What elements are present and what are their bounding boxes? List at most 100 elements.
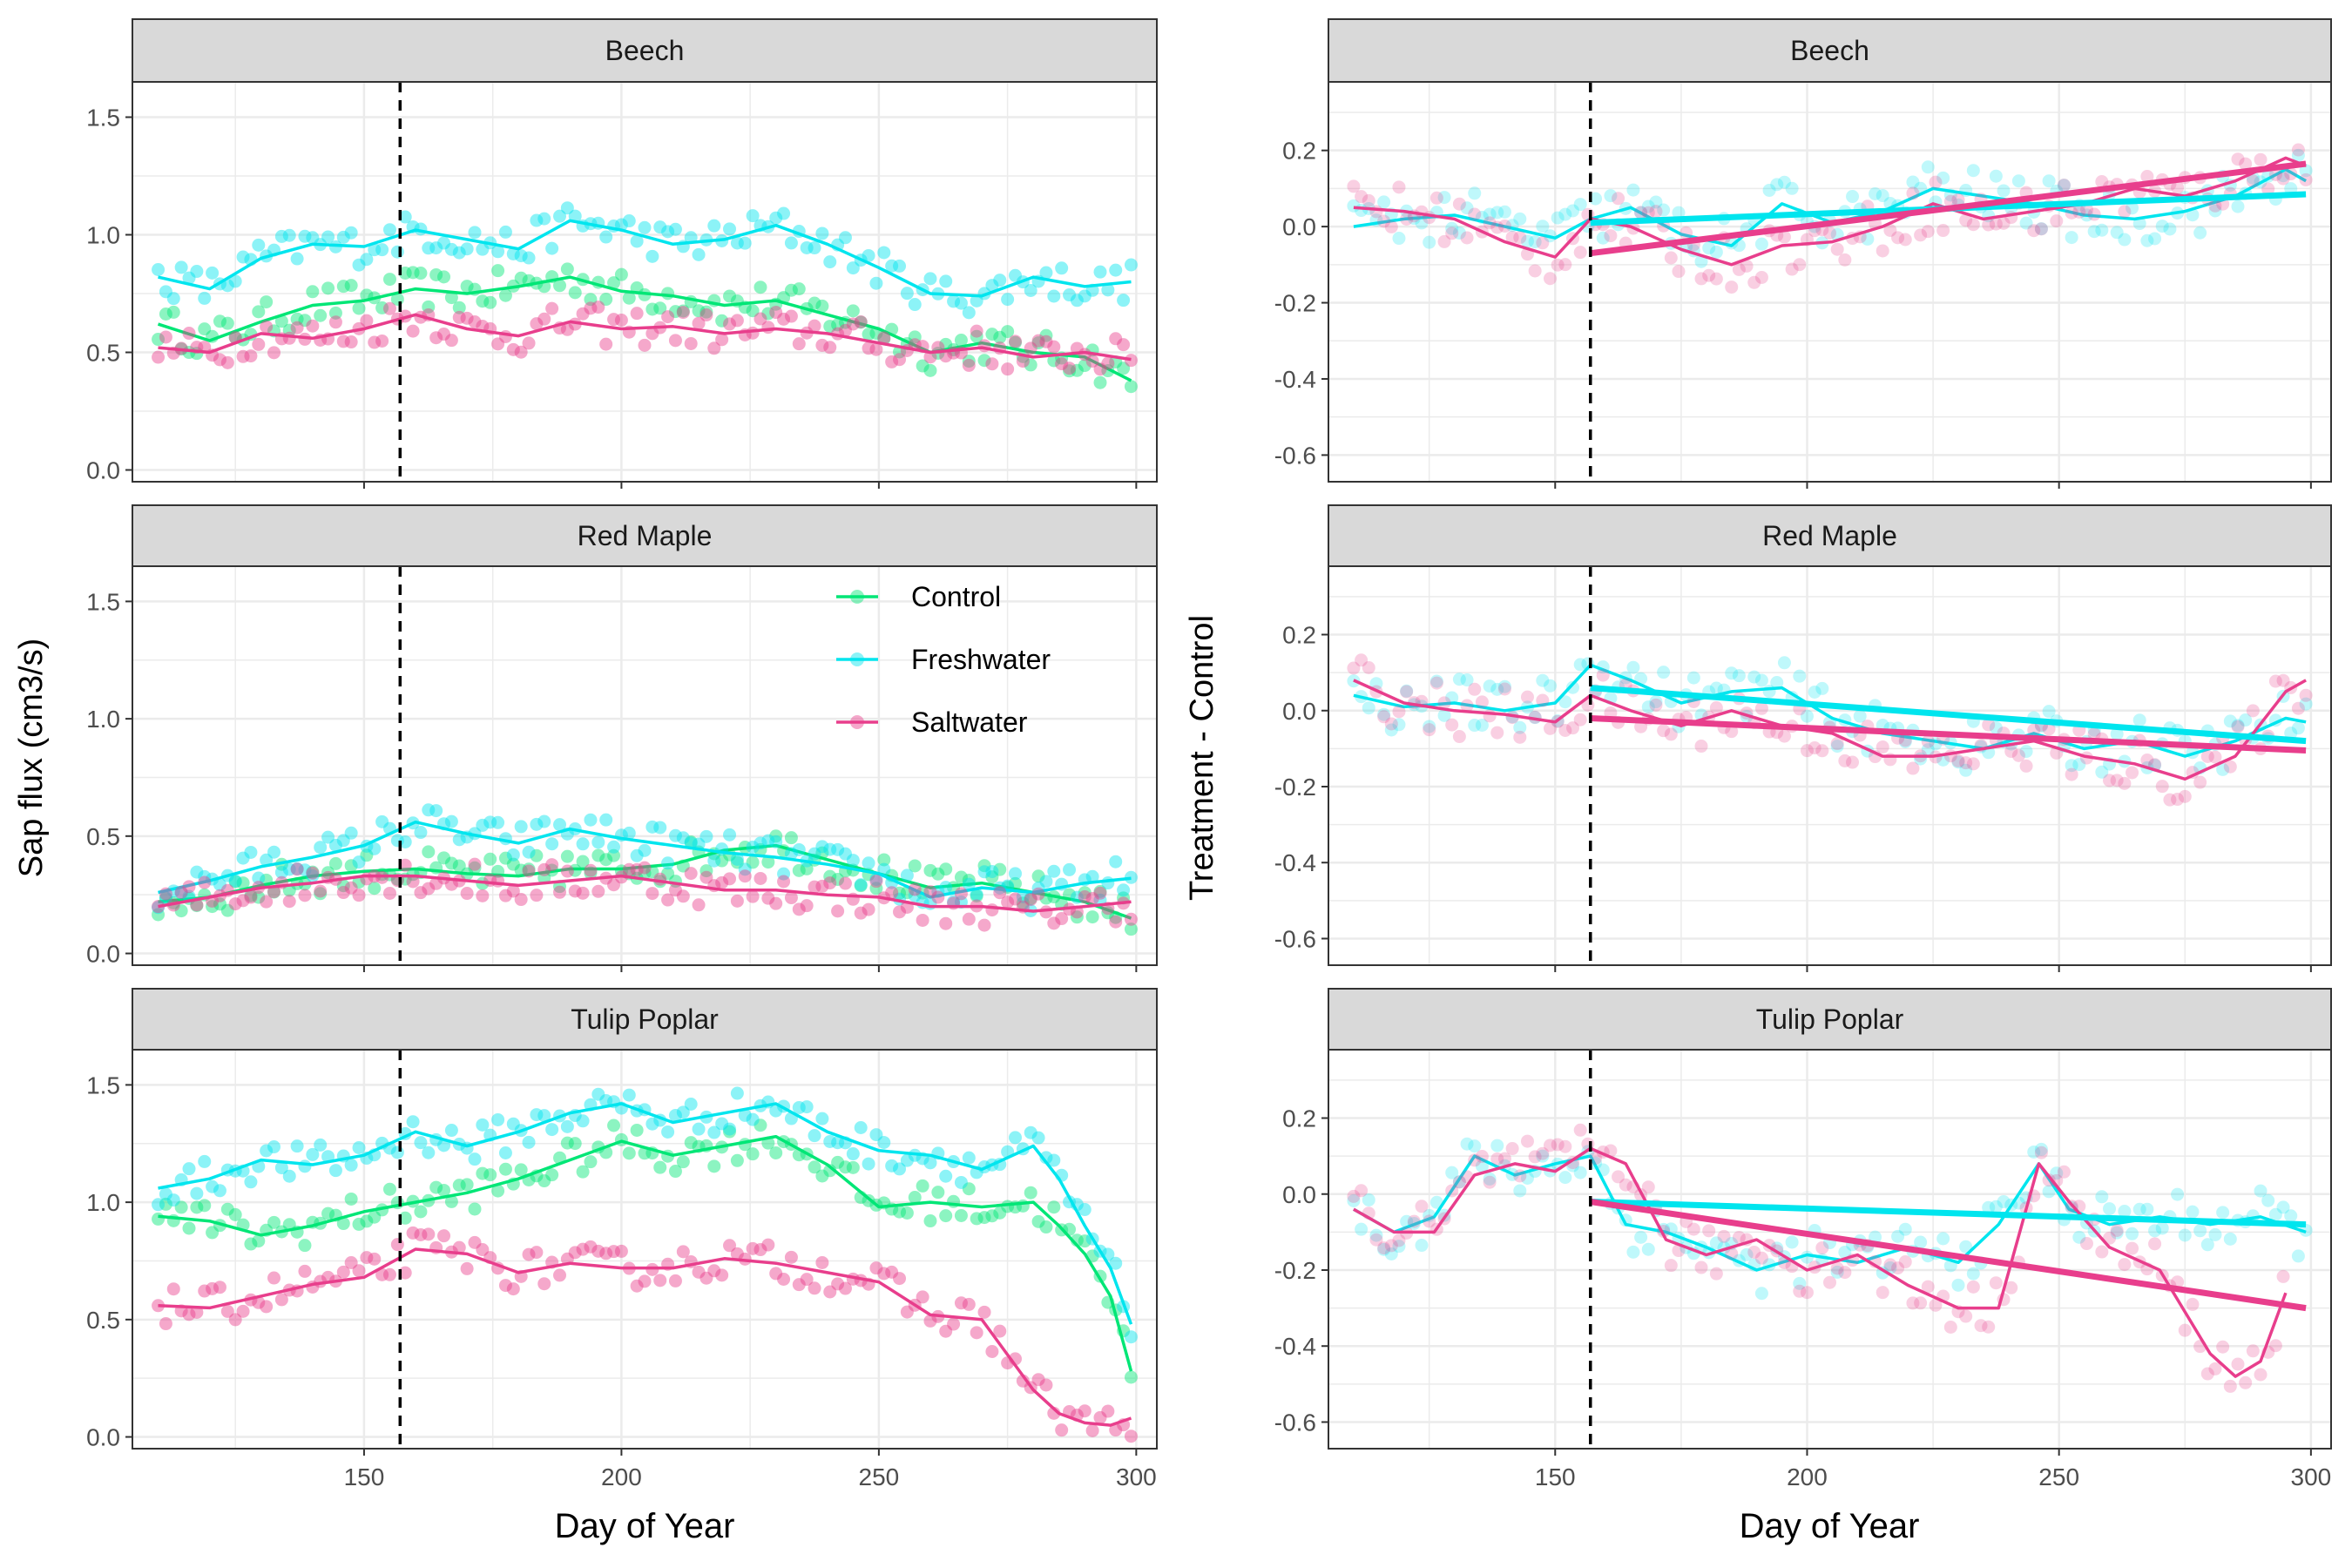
data-point-saltwater — [607, 1245, 621, 1259]
data-point-freshwater — [599, 1094, 613, 1108]
data-point-saltwater — [1347, 179, 1361, 193]
data-point-freshwater — [1604, 189, 1618, 203]
data-point-freshwater — [730, 236, 744, 250]
data-point-freshwater — [962, 877, 976, 891]
data-point-control — [931, 867, 945, 881]
data-point-saltwater — [1929, 175, 1943, 189]
data-point-saltwater — [754, 312, 767, 326]
data-point-control — [700, 305, 713, 319]
data-point-saltwater — [1754, 1251, 1768, 1265]
data-point-saltwater — [591, 1244, 605, 1258]
facet-strip — [1328, 988, 2332, 1051]
data-point-saltwater — [1551, 1138, 1565, 1152]
data-point-saltwater — [1612, 192, 1625, 206]
data-point-control — [962, 355, 976, 368]
data-point-saltwater — [491, 874, 505, 888]
data-point-freshwater — [190, 865, 204, 879]
data-point-freshwater — [352, 1141, 366, 1155]
data-point-saltwater — [1078, 1404, 1092, 1418]
data-point-saltwater — [808, 1281, 821, 1295]
data-point-saltwater — [352, 889, 366, 902]
data-point-freshwater — [2132, 1202, 2146, 1216]
data-point-saltwater — [723, 872, 737, 886]
data-point-freshwater — [328, 838, 342, 852]
data-point-control — [1063, 364, 1077, 378]
data-point-freshwater — [645, 1117, 659, 1131]
data-point-control — [977, 354, 991, 368]
data-point-control — [352, 875, 366, 889]
data-point-saltwater — [537, 312, 551, 326]
data-point-saltwater — [1536, 693, 1550, 707]
data-point-saltwater — [522, 864, 536, 878]
data-point-saltwater — [1355, 1184, 1369, 1198]
data-point-saltwater — [993, 1324, 1007, 1338]
data-point-saltwater — [2126, 1241, 2139, 1255]
data-point-freshwater — [1785, 1235, 1799, 1249]
data-point-freshwater — [206, 1179, 220, 1193]
data-point-saltwater — [645, 327, 659, 341]
data-point-saltwater — [368, 1252, 382, 1266]
data-point-freshwater — [947, 294, 961, 308]
data-point-freshwater — [838, 231, 852, 245]
data-point-control — [290, 312, 304, 326]
trend-line-saltwater — [1590, 1199, 2307, 1312]
data-point-freshwater — [1392, 718, 1406, 732]
data-point-freshwater — [444, 242, 458, 256]
data-point-freshwater — [1415, 1239, 1429, 1253]
data-point-saltwater — [1573, 246, 1587, 260]
data-point-freshwater — [2110, 727, 2124, 741]
data-point-saltwater — [552, 1268, 566, 1282]
data-point-saltwater — [360, 1251, 374, 1265]
data-point-saltwater — [375, 334, 389, 348]
data-point-freshwater — [1725, 666, 1739, 680]
data-point-control — [220, 903, 234, 917]
data-point-freshwater — [1468, 719, 1482, 733]
data-point-freshwater — [213, 877, 226, 891]
data-point-freshwater — [552, 209, 566, 223]
data-point-freshwater — [1460, 1137, 1474, 1151]
panel-left-red-maple: Red Maple 0.0 0.5 1.0 1.5 — [86, 504, 1158, 972]
data-point-saltwater — [1680, 226, 1693, 240]
data-point-control — [568, 1137, 582, 1151]
data-point-freshwater — [2118, 1205, 2132, 1219]
data-point-freshwater — [198, 291, 212, 305]
data-point-saltwater — [159, 330, 172, 344]
data-point-freshwater — [769, 211, 783, 225]
data-point-saltwater — [869, 1261, 883, 1275]
data-point-freshwater — [1008, 1131, 1022, 1145]
data-point-saltwater — [638, 338, 652, 352]
trend-line-saltwater — [1590, 160, 2307, 257]
data-point-freshwater — [622, 826, 636, 840]
data-point-saltwater — [1876, 244, 1889, 258]
data-point-freshwater — [282, 862, 296, 876]
data-point-control — [414, 1205, 428, 1219]
data-point-freshwater — [1936, 171, 1950, 185]
data-point-freshwater — [1626, 1245, 1640, 1259]
data-point-saltwater — [2034, 1146, 2048, 1159]
data-point-freshwater — [661, 225, 675, 239]
data-point-control — [328, 856, 342, 870]
data-point-freshwater — [152, 263, 166, 277]
data-point-freshwater — [2019, 745, 2033, 759]
data-point-saltwater — [1906, 1296, 1920, 1310]
data-point-freshwater — [970, 294, 983, 308]
data-point-freshwater — [1124, 1330, 1138, 1344]
data-point-freshwater — [2027, 1145, 2041, 1159]
data-point-control — [1024, 1186, 1037, 1200]
data-point-freshwater — [738, 862, 752, 876]
data-point-control — [746, 855, 760, 869]
data-point-freshwater — [306, 868, 320, 882]
data-point-saltwater — [2171, 793, 2185, 807]
data-point-control — [1031, 336, 1045, 350]
data-point-saltwater — [1384, 717, 1398, 731]
data-point-freshwater — [545, 241, 559, 255]
data-point-control — [576, 1165, 590, 1179]
data-point-control — [514, 863, 528, 877]
data-point-freshwater — [506, 1117, 520, 1131]
data-point-saltwater — [344, 881, 358, 895]
data-point-freshwater — [506, 247, 520, 260]
data-point-freshwater — [1558, 207, 1572, 221]
data-point-saltwater — [1914, 228, 1928, 242]
data-point-freshwater — [2239, 713, 2253, 727]
data-point-freshwater — [723, 222, 737, 236]
